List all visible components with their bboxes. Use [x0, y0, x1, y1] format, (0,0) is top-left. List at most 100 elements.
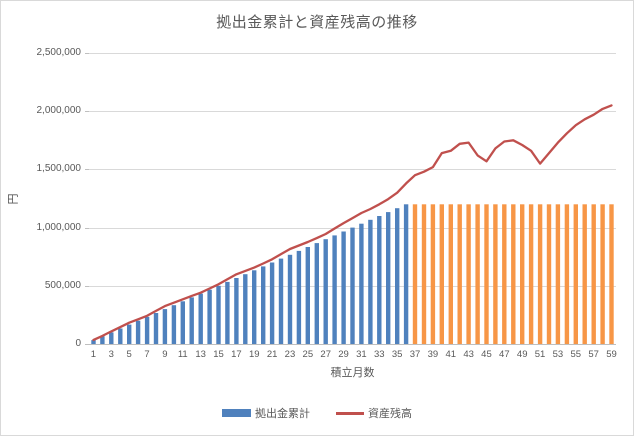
bar-month-5 — [127, 324, 132, 344]
x-tick-label: 1 — [90, 349, 97, 360]
bar-month-6 — [135, 320, 141, 344]
bar-month-31 — [359, 223, 364, 344]
legend: 拠出金累計 資産残高 — [1, 405, 633, 421]
x-tick-label: 27 — [320, 349, 331, 360]
bar-month-44 — [475, 204, 480, 344]
bar-month-42 — [457, 204, 462, 344]
x-axis-title: 積立月数 — [330, 367, 375, 379]
bar-month-46 — [493, 204, 498, 344]
y-tick-label: 1,000,000 — [36, 221, 82, 233]
bar-month-7 — [144, 316, 150, 344]
bar-month-40 — [439, 204, 444, 344]
bar-month-9 — [162, 309, 168, 344]
bar-month-23 — [287, 254, 293, 344]
legend-swatch-balance-icon — [336, 411, 364, 415]
bar-month-45 — [484, 204, 489, 344]
bar-month-18 — [243, 274, 248, 344]
x-tick-label: 53 — [552, 349, 564, 360]
bar-month-39 — [430, 204, 436, 344]
bar-month-12 — [189, 297, 194, 344]
bar-month-38 — [421, 204, 427, 344]
bar-month-32 — [368, 219, 373, 344]
legend-label-balance: 資産残高 — [368, 408, 412, 420]
bar-month-51 — [537, 204, 543, 344]
bar-month-59 — [609, 204, 614, 344]
bar-month-2 — [100, 336, 105, 344]
bar-month-55 — [573, 204, 578, 344]
bar-month-58 — [600, 204, 605, 344]
bar-month-48 — [511, 204, 516, 344]
x-tick-label: 25 — [302, 349, 314, 360]
bar-month-1 — [91, 340, 96, 344]
x-tick-label: 43 — [463, 349, 474, 360]
y-tick-label: 2,500,000 — [36, 47, 82, 58]
x-tick-label: 7 — [144, 349, 150, 360]
bar-month-19 — [252, 270, 257, 344]
x-tick-label: 15 — [213, 349, 224, 360]
bar-month-27 — [323, 239, 328, 344]
x-tick-label: 31 — [356, 349, 367, 360]
bar-month-30 — [350, 227, 355, 344]
bar-month-43 — [466, 204, 471, 344]
x-tick-label: 21 — [266, 349, 278, 360]
x-tick-label: 51 — [534, 349, 546, 360]
y-tick-label: 1,500,000 — [36, 163, 82, 175]
bar-month-57 — [591, 204, 596, 344]
bar-month-13 — [198, 293, 203, 344]
bar-month-35 — [395, 208, 400, 344]
x-tick-label: 19 — [248, 349, 260, 360]
bar-month-25 — [305, 247, 310, 344]
x-tick-label: 11 — [177, 349, 188, 360]
bar-month-34 — [386, 212, 391, 344]
bar-month-17 — [234, 278, 239, 344]
bar-month-41 — [448, 204, 453, 344]
bar-month-29 — [341, 231, 346, 344]
chart-title: 拠出金累計と資産残高の推移 — [216, 14, 418, 31]
x-tick-label: 55 — [570, 349, 582, 360]
bar-month-33 — [377, 216, 382, 344]
bar-month-4 — [118, 328, 123, 344]
x-tick-label: 37 — [409, 349, 421, 360]
bar-month-37 — [412, 204, 418, 344]
x-tick-label: 57 — [588, 349, 599, 360]
bar-month-52 — [546, 204, 552, 344]
x-tick-label: 41 — [445, 349, 457, 360]
bar-month-14 — [207, 289, 212, 344]
bar-month-50 — [528, 204, 534, 344]
x-tick-label: 23 — [284, 349, 296, 360]
x-tick-label: 5 — [126, 349, 132, 360]
x-tick-label: 29 — [338, 349, 349, 360]
y-tick-label: 0 — [75, 338, 81, 349]
x-tick-label: 35 — [391, 349, 403, 360]
bar-month-20 — [261, 266, 266, 344]
bar-month-21 — [269, 262, 275, 344]
bar-month-15 — [216, 285, 221, 344]
bar-month-22 — [278, 258, 284, 344]
bar-month-8 — [153, 313, 159, 344]
x-tick-label: 47 — [499, 349, 510, 360]
x-tick-label: 13 — [195, 349, 206, 360]
x-tick-label: 17 — [231, 349, 242, 360]
bar-month-10 — [171, 305, 177, 344]
legend-swatch-contributions-icon — [222, 409, 251, 417]
y-axis-title: 円 — [7, 193, 20, 205]
x-tick-label: 33 — [373, 349, 385, 360]
x-tick-label: 59 — [606, 349, 617, 360]
bar-month-49 — [520, 204, 525, 344]
bar-month-16 — [225, 281, 230, 344]
x-tick-label: 3 — [108, 349, 114, 360]
bar-month-24 — [296, 250, 302, 344]
bar-month-11 — [180, 301, 185, 344]
bar-month-47 — [502, 204, 507, 344]
bar-month-54 — [564, 204, 570, 344]
y-tick-label: 500,000 — [44, 279, 81, 291]
x-tick-label: 9 — [162, 349, 168, 360]
bar-month-3 — [109, 332, 114, 344]
bar-month-53 — [555, 204, 561, 344]
legend-label-contributions: 拠出金累計 — [255, 408, 310, 420]
bar-month-28 — [332, 235, 337, 344]
x-tick-label: 39 — [427, 349, 439, 360]
bar-month-36 — [403, 204, 409, 344]
